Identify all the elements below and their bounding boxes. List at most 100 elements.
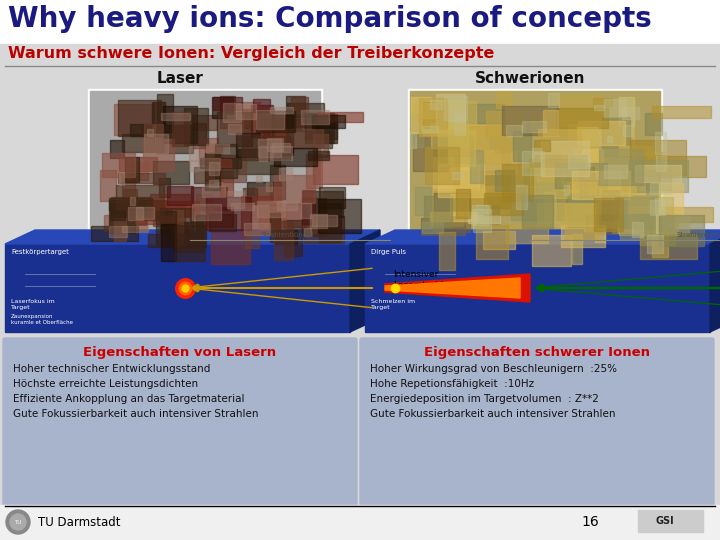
Bar — [199, 138, 218, 164]
Bar — [476, 225, 508, 259]
Bar — [306, 154, 322, 188]
Bar — [256, 176, 262, 182]
Text: Hoher Wirkungsgrad von Beschleunigern  :25%: Hoher Wirkungsgrad von Beschleunigern :2… — [370, 364, 617, 374]
Polygon shape — [385, 278, 520, 298]
Bar — [313, 134, 328, 157]
Bar — [100, 170, 116, 201]
Bar — [270, 146, 292, 160]
Bar — [175, 225, 205, 261]
Bar — [305, 113, 334, 143]
Bar — [471, 125, 503, 137]
Bar — [423, 102, 447, 128]
Text: GSI: GSI — [655, 516, 674, 526]
Bar — [438, 164, 484, 197]
Bar — [650, 200, 665, 215]
Bar — [223, 103, 241, 122]
Bar — [164, 222, 188, 232]
Bar — [102, 153, 135, 177]
Bar — [584, 209, 635, 231]
Bar — [118, 173, 165, 183]
Bar — [192, 115, 217, 130]
Text: Eigenschaften schwerer Ionen: Eigenschaften schwerer Ionen — [424, 346, 650, 359]
Bar — [238, 149, 280, 174]
Bar — [604, 165, 627, 178]
Bar — [588, 186, 636, 194]
Bar — [174, 222, 203, 252]
Polygon shape — [365, 230, 720, 244]
Bar — [227, 115, 243, 132]
Bar — [91, 226, 138, 241]
Bar — [365, 244, 710, 332]
Bar — [655, 207, 713, 222]
Bar — [577, 127, 598, 148]
Bar — [277, 201, 297, 210]
Bar — [538, 129, 581, 153]
Bar — [411, 97, 431, 133]
Bar — [104, 215, 147, 231]
Bar — [513, 131, 531, 161]
Bar — [568, 194, 627, 227]
Bar — [209, 180, 218, 187]
Bar — [194, 167, 213, 183]
Bar — [473, 209, 491, 232]
Bar — [253, 99, 270, 112]
Bar — [655, 132, 666, 154]
Bar — [602, 190, 619, 220]
Bar — [656, 215, 689, 233]
Bar — [259, 146, 267, 161]
Bar — [647, 235, 663, 253]
Bar — [647, 152, 662, 168]
Bar — [582, 149, 637, 172]
Bar — [258, 139, 281, 157]
Bar — [436, 94, 465, 133]
Bar — [530, 168, 578, 198]
Bar — [163, 106, 197, 143]
Text: Strahlenbündel: Strahlenbündel — [261, 232, 314, 238]
Bar — [502, 106, 558, 135]
Bar — [189, 146, 198, 161]
Bar — [629, 183, 645, 194]
Bar — [284, 220, 302, 256]
Bar — [247, 182, 281, 201]
Bar — [476, 205, 490, 213]
Bar — [287, 103, 324, 117]
Bar — [506, 225, 548, 243]
Bar — [496, 91, 512, 108]
Bar — [313, 155, 358, 184]
Bar — [156, 125, 193, 153]
Text: Laser: Laser — [156, 71, 204, 86]
Text: Warum schwere Ionen: Vergleich der Treiberkonzepte: Warum schwere Ionen: Vergleich der Treib… — [8, 46, 495, 61]
Bar — [472, 205, 488, 225]
Bar — [419, 98, 447, 136]
Bar — [605, 170, 620, 190]
Bar — [275, 129, 323, 147]
Bar — [619, 146, 653, 155]
Bar — [209, 159, 231, 167]
Bar — [257, 201, 285, 217]
Bar — [304, 228, 311, 236]
Bar — [413, 103, 436, 118]
Bar — [302, 198, 326, 236]
Polygon shape — [5, 230, 380, 244]
Text: Why heavy ions: Comparison of concepts: Why heavy ions: Comparison of concepts — [8, 5, 652, 33]
FancyBboxPatch shape — [360, 338, 714, 507]
Bar — [291, 97, 308, 113]
Bar — [192, 204, 221, 220]
Bar — [587, 150, 605, 169]
Bar — [270, 213, 280, 242]
Bar — [452, 172, 463, 179]
Bar — [217, 112, 252, 146]
Bar — [431, 214, 463, 226]
Bar — [267, 138, 283, 151]
Bar — [562, 164, 574, 174]
Bar — [123, 189, 137, 202]
Bar — [255, 187, 282, 204]
Bar — [564, 185, 569, 195]
Bar — [242, 109, 274, 133]
Bar — [111, 197, 150, 217]
Bar — [567, 182, 596, 195]
Bar — [114, 218, 126, 241]
Bar — [544, 192, 566, 220]
Bar — [557, 192, 594, 220]
Bar — [438, 130, 475, 166]
